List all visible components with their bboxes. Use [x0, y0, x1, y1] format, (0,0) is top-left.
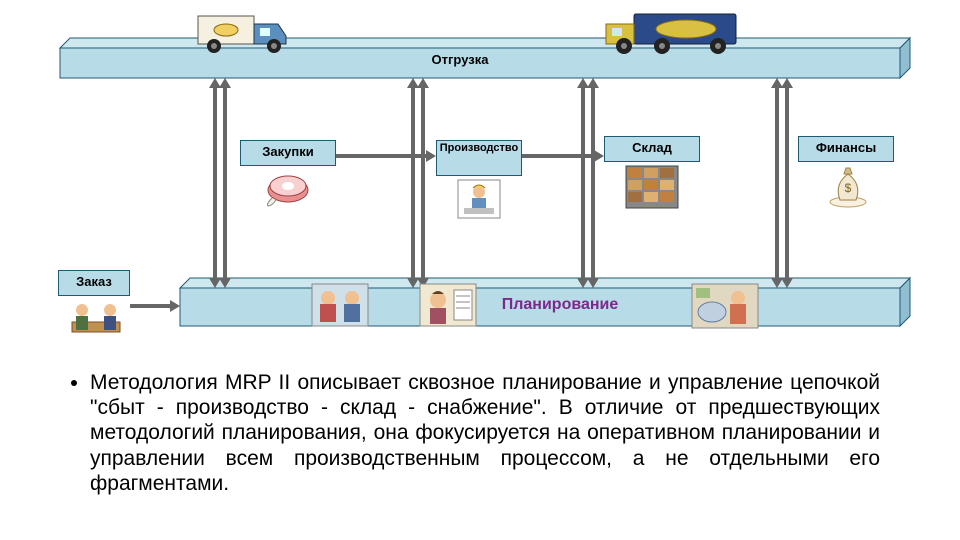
meat-icon — [264, 168, 312, 208]
bullet-text: Методология MRP II описывает сквозное пл… — [90, 370, 880, 496]
box-finance-label: Финансы — [798, 140, 894, 155]
svg-text:$: $ — [845, 181, 852, 195]
planning-icon-3 — [690, 282, 760, 330]
truck2-icon — [600, 10, 750, 58]
box-order-label: Заказ — [58, 274, 130, 289]
shelves-icon — [624, 164, 680, 210]
h-arrow-1 — [336, 154, 428, 158]
h-arrow-2 — [522, 154, 596, 158]
worker-icon — [456, 178, 502, 220]
planning-icon-2 — [418, 282, 478, 328]
mrp-diagram: Отгрузка Планирование — [40, 10, 920, 350]
shipping-label: Отгрузка — [400, 52, 520, 67]
planning-label: Планирование — [480, 296, 640, 314]
planning-icon-1 — [310, 282, 370, 328]
moneybag-icon: $ — [826, 164, 870, 208]
box-warehouse-label: Склад — [604, 140, 700, 155]
box-production-label: Производство — [436, 142, 522, 154]
bullet-list: Методология MRP II описывает сквозное пл… — [90, 370, 880, 496]
order-arrow — [130, 304, 172, 308]
box-purchases-label: Закупки — [240, 144, 336, 159]
meeting-icon — [68, 298, 124, 340]
truck-icon — [190, 12, 300, 56]
